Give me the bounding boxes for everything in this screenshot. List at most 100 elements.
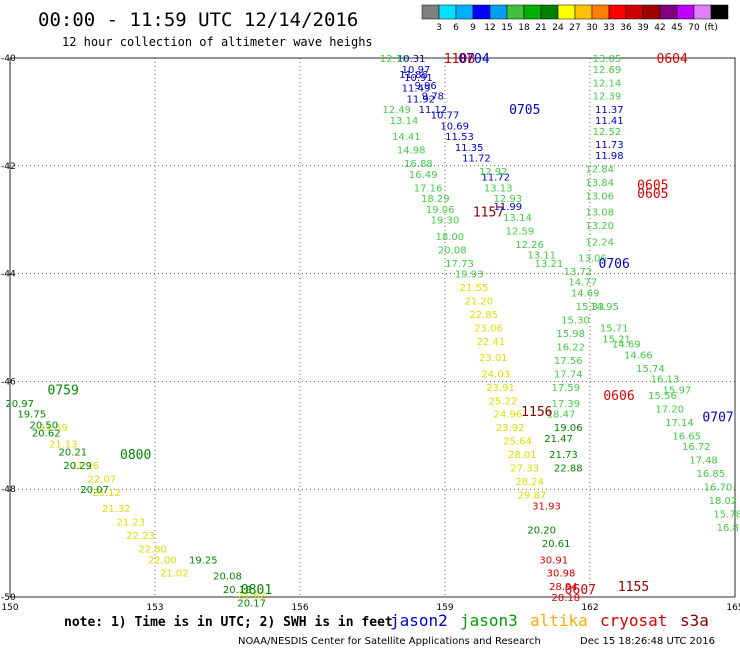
color-scale-label: 70 [688,23,700,33]
swh-value-jason3: 13.06 [578,253,607,264]
swh-value-jason3: 15.78 [713,509,740,520]
color-scale-label: 30 [586,23,598,33]
swh-value-s3a: 19.75 [17,410,46,421]
swh-value-jason2: 9.96 [415,81,437,92]
color-scale-label: (ft) [704,23,718,33]
swh-value-jason2: 11.72 [481,173,510,184]
pass-time-label: 1155 [618,580,649,595]
swh-value-jason3: 13.05 [593,54,622,65]
swh-value-s3a: 22.88 [554,464,583,475]
swh-value-jason2: 9.78 [422,92,444,103]
swh-value-altika: 21.62 [237,590,266,601]
color-swatch [591,4,610,20]
swh-value-jason3: 17.48 [689,456,718,467]
swh-value-jason3: 16.22 [556,342,585,353]
swh-value-jason3: 17.16 [414,183,443,194]
swh-value-jason3: 13.06 [585,191,614,202]
color-scale-label: 24 [552,23,564,33]
swh-value-altika: 29.87 [518,491,547,502]
swh-value-cryosat: 30.98 [547,569,576,580]
swh-value-jason3: 12.84 [585,164,614,175]
swh-value-jason3: 12.49 [382,105,411,116]
swh-value-jason3: 14.95 [590,302,619,313]
swh-points: 10.3110.9711.8610.9111.499.9611.929.7811… [5,54,740,609]
swh-value-altika: 21.23 [117,518,146,529]
swh-value-jason2: 10.77 [431,111,460,122]
swh-value-jason2: 10.69 [440,121,469,132]
swh-value-jason3: 14.77 [568,278,597,289]
swh-value-jason3: 15.71 [600,324,629,335]
swh-value-altika: 27.33 [510,464,539,475]
swh-value-altika: 21.20 [465,297,494,308]
swh-value-jason3: 12.59 [506,226,535,237]
swh-value-altika: 24.96 [494,410,523,421]
x-tick-label: 159 [436,603,453,613]
swh-value-jason2: 11.53 [445,132,474,143]
x-tick-label: 156 [291,603,308,613]
swh-value-jason3: 18.00 [436,232,465,243]
pass-time-label: 0704 [458,52,489,67]
swh-value-jason3: 19.93 [455,270,484,281]
color-swatch [642,4,661,20]
pass-time-label: 0604 [657,52,688,67]
color-swatch [659,4,678,20]
swh-value-jason3: 12.69 [593,65,622,76]
swh-value-jason2: 11.37 [595,105,624,116]
swh-value-cryosat: 31.93 [532,501,561,512]
swh-value-jason2: 11.73 [595,140,624,151]
pass-time-label: 0606 [603,389,634,404]
swh-value-jason3: 14.69 [612,340,641,351]
swh-value-jason3: 18.02 [709,496,738,507]
chart-title: 00:00 - 11:59 UTC 12/14/2016 [38,9,358,31]
swh-value-jason3: 17.14 [665,418,694,429]
color-scale-label: 27 [569,23,580,33]
swh-value-jason3: 16.88 [404,159,433,170]
swh-value-jason2: 11.92 [407,94,436,105]
mission-s3a: s3a [680,611,709,630]
swh-value-jason3: 14.66 [624,350,653,361]
swh-value-cryosat: 30.91 [539,555,568,566]
color-scale-label: 45 [671,23,682,33]
swh-value-jason2: 11.49 [402,84,431,95]
color-scale-label: 3 [436,23,442,33]
swh-value-jason3: 16.72 [682,442,711,453]
swh-value-s3a: 20.50 [30,421,59,432]
pass-time-label: 0605 [637,187,668,202]
swh-value-jason3: 12.92 [479,167,508,178]
swh-value-jason3: 12.24 [585,237,614,248]
color-swatch [472,4,491,20]
swh-value-altika: 21.59 [39,423,68,434]
swh-value-jason3: 12.26 [515,240,544,251]
swh-value-jason3: 13.08 [585,208,614,219]
y-tick-label: -44 [1,270,16,280]
color-scale-label: 12 [484,23,495,33]
y-tick-label: -42 [1,162,16,172]
swh-value-s3a: 21.73 [549,450,578,461]
y-tick-label: -46 [1,377,16,387]
swh-value-altika: 21.55 [460,283,489,294]
x-tick-label: 153 [146,603,163,613]
swh-value-jason2: 11.99 [494,202,523,213]
mission-cryosat: cryosat [600,611,667,630]
swh-value-jason2: 11.41 [595,116,624,127]
swh-value-altika: 22.07 [88,474,117,485]
swh-value-altika: 22.00 [148,555,177,566]
swh-value-altika: 25.64 [503,437,532,448]
swh-value-jason3: 19.30 [431,216,460,227]
swh-value-altika: 21.02 [160,569,189,580]
swh-value-jason3: 13.72 [564,267,593,278]
color-scale-label: 33 [603,23,614,33]
swh-value-s3a: 21.47 [544,434,573,445]
swh-value-jason3: 16.65 [672,431,701,442]
swh-value-jason3: 12.14 [593,78,622,89]
color-swatch [693,4,712,20]
footer-timestamp: Dec 15 18:26:48 UTC 2016 [580,636,715,647]
color-swatch [455,4,474,20]
swh-value-jason3: 15.21 [602,334,631,345]
swh-value-jason3: 12.39 [593,92,622,103]
swh-value-jason3: 12.93 [494,194,523,205]
color-swatch [710,4,729,20]
swh-value-jason3: 13.21 [535,259,564,270]
swh-value-jason3: 17.74 [554,369,583,380]
color-swatch [523,4,542,20]
